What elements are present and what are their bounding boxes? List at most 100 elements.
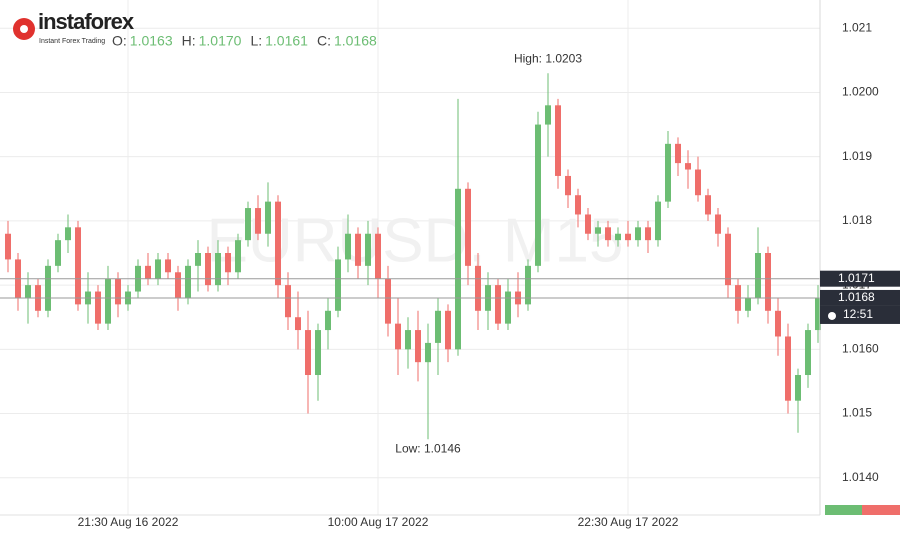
candle-body bbox=[475, 265, 481, 311]
ohlc-label: L: bbox=[250, 33, 262, 49]
y-tick-label: 1.021 bbox=[842, 20, 872, 34]
timer-box bbox=[820, 305, 900, 324]
candle-body bbox=[235, 240, 241, 273]
candle-body bbox=[45, 265, 51, 311]
candle-body bbox=[65, 227, 71, 241]
y-tick-label: 1.0200 bbox=[842, 85, 879, 99]
candle-body bbox=[685, 163, 691, 170]
candle-body bbox=[325, 310, 331, 331]
candle-body bbox=[775, 310, 781, 337]
candle-body bbox=[305, 330, 311, 376]
candle-body bbox=[265, 201, 271, 234]
candle-body bbox=[405, 330, 411, 350]
candle-body bbox=[745, 297, 751, 311]
y-tick-label: 1.0160 bbox=[842, 341, 879, 355]
candle-body bbox=[165, 259, 171, 273]
candle-body bbox=[335, 259, 341, 311]
timer: 12:51 bbox=[843, 307, 873, 321]
timer-icon bbox=[828, 311, 836, 320]
candle-body bbox=[195, 253, 201, 266]
high-annotation: High: 1.0203 bbox=[514, 51, 582, 65]
candle-body bbox=[755, 253, 761, 298]
ohlc-label: O: bbox=[112, 33, 127, 49]
candle-body bbox=[665, 143, 671, 202]
candle-body bbox=[655, 201, 661, 241]
candle-body bbox=[75, 227, 81, 305]
status-bar bbox=[862, 505, 900, 515]
price-label: 1.0171 bbox=[838, 271, 875, 285]
candle-body bbox=[695, 169, 701, 196]
price-label-box bbox=[820, 289, 900, 306]
candle-body bbox=[595, 227, 601, 234]
ohlc-label: C: bbox=[317, 33, 331, 49]
candle-body bbox=[715, 214, 721, 234]
ohlc-value: 1.0168 bbox=[334, 33, 377, 49]
candle-body bbox=[675, 143, 681, 164]
candle-body bbox=[645, 227, 651, 241]
y-tick-label: 1.015 bbox=[842, 406, 872, 420]
logo-icon bbox=[20, 25, 28, 33]
candle-body bbox=[425, 342, 431, 363]
candle-body bbox=[105, 278, 111, 324]
y-tick-label: 1.019 bbox=[842, 149, 872, 163]
candle-body bbox=[445, 310, 451, 350]
low-annotation: Low: 1.0146 bbox=[395, 441, 461, 455]
candle-body bbox=[505, 291, 511, 324]
candle-body bbox=[395, 323, 401, 350]
candle-body bbox=[225, 253, 231, 273]
logo-brand: instaforex bbox=[38, 9, 135, 34]
candle-body bbox=[175, 272, 181, 298]
candle-body bbox=[245, 208, 251, 241]
candle-body bbox=[275, 201, 281, 286]
candle-body bbox=[605, 227, 611, 241]
candle-body bbox=[435, 310, 441, 343]
candle-body bbox=[575, 195, 581, 215]
candle-body bbox=[785, 336, 791, 401]
candle-body bbox=[255, 208, 261, 234]
candle-body bbox=[795, 375, 801, 401]
ohlc-value: 1.0161 bbox=[265, 33, 308, 49]
candle-body bbox=[545, 105, 551, 125]
candle-body bbox=[55, 240, 61, 266]
candle-body bbox=[555, 105, 561, 176]
candle-body bbox=[465, 188, 471, 266]
candle-body bbox=[455, 188, 461, 350]
candle-body bbox=[285, 285, 291, 318]
y-tick-label: 1.018 bbox=[842, 213, 872, 227]
candle-body bbox=[815, 297, 821, 331]
candle-body bbox=[215, 253, 221, 286]
y-tick-label: 1.0140 bbox=[842, 470, 879, 484]
candle-body bbox=[415, 330, 421, 363]
ohlc-value: 1.0163 bbox=[130, 33, 173, 49]
candle-body bbox=[185, 265, 191, 298]
candle-body bbox=[585, 214, 591, 234]
x-tick-label: 21:30 Aug 16 2022 bbox=[78, 515, 179, 529]
logo-tagline: Instant Forex Trading bbox=[39, 38, 105, 45]
candle-body bbox=[805, 330, 811, 376]
candle-body bbox=[355, 233, 361, 266]
ohlc-value: 1.0170 bbox=[199, 33, 242, 49]
x-tick-label: 10:00 Aug 17 2022 bbox=[328, 515, 429, 529]
ohlc-header: O: 1.0163 H: 1.0170 L: 1.0161 C: 1.0168 bbox=[112, 33, 377, 49]
candle-body bbox=[495, 285, 501, 324]
candle-body bbox=[25, 285, 31, 298]
candle-body bbox=[635, 227, 641, 241]
candle-body bbox=[705, 195, 711, 215]
candle-body bbox=[535, 124, 541, 266]
candle-body bbox=[315, 330, 321, 376]
price-label: 1.0168 bbox=[838, 290, 875, 304]
x-tick-label: 22:30 Aug 17 2022 bbox=[578, 515, 679, 529]
candle-body bbox=[95, 291, 101, 324]
candle-body bbox=[615, 233, 621, 241]
candle-body bbox=[295, 317, 301, 331]
candle-body bbox=[375, 233, 381, 279]
ohlc-label: H: bbox=[182, 33, 196, 49]
candle-body bbox=[765, 253, 771, 311]
logo: instaforex Instant Forex Trading bbox=[13, 9, 136, 45]
candle-body bbox=[205, 253, 211, 286]
candle-body bbox=[145, 265, 151, 279]
candle-body bbox=[365, 233, 371, 266]
candle-body bbox=[725, 233, 731, 286]
price-label-box bbox=[820, 270, 900, 287]
